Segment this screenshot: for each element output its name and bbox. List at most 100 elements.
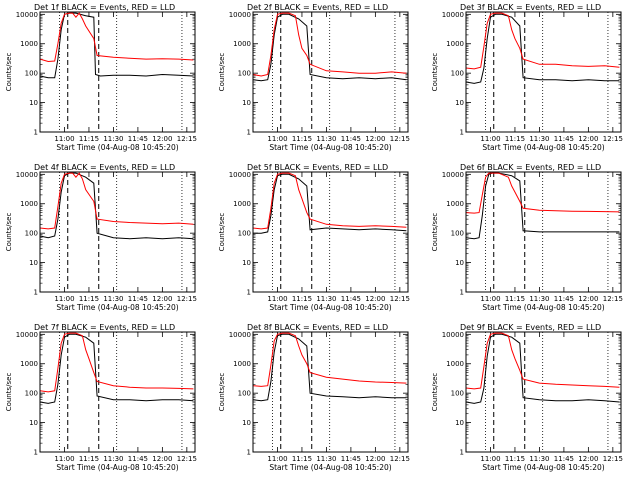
y-tick-label: 100 (451, 390, 464, 398)
x-tick-label: 12:00 (152, 295, 172, 303)
y-tick-label: 1000 (233, 200, 251, 208)
y-axis-label: Counts/sec (431, 213, 439, 252)
y-axis-label: Counts/sec (5, 213, 13, 252)
panel-5: Det 5f BLACK = Events, RED = LLD 1 10 100 10… (218, 163, 410, 312)
x-tick-label: 11:15 (79, 455, 99, 463)
x-tick-label: 11:00 (54, 295, 74, 303)
y-tick-label: 10000 (16, 331, 38, 339)
x-tick-label: 11:15 (292, 295, 312, 303)
panel-7: Det 7f BLACK = Events, RED = LLD 1 10 100 10… (5, 323, 197, 472)
y-tick-label: 10 (242, 419, 251, 427)
x-tick-label: 12:15 (603, 135, 623, 143)
x-tick-label: 12:15 (390, 455, 410, 463)
y-tick-label: 1000 (20, 40, 38, 48)
y-tick-label: 10000 (16, 171, 38, 179)
x-tick-label: 11:00 (480, 455, 500, 463)
panel-4: Det 4f BLACK = Events, RED = LLD 1 10 100 10… (5, 163, 197, 312)
x-axis-label: Start Time (04-Aug-08 10:45:20) (482, 143, 604, 152)
panel-title: Det 9f BLACK = Events, RED = LLD (460, 323, 601, 332)
x-tick-label: 11:15 (79, 135, 99, 143)
y-tick-label: 1000 (20, 200, 38, 208)
lld-series-line (465, 172, 620, 214)
x-tick-label: 11:30 (529, 295, 549, 303)
y-tick-label: 10000 (16, 11, 38, 19)
x-tick-label: 11:30 (529, 455, 549, 463)
events-series-line (253, 173, 407, 234)
y-tick-label: 100 (25, 390, 38, 398)
y-tick-label: 10 (455, 259, 464, 267)
panel-title: Det 5f BLACK = Events, RED = LLD (247, 163, 388, 172)
panel-title: Det 3f BLACK = Events, RED = LLD (460, 3, 601, 12)
x-tick-label: 11:00 (54, 135, 74, 143)
lld-series-line (39, 12, 194, 63)
y-tick-label: 100 (451, 70, 464, 78)
x-tick-label: 11:30 (316, 455, 336, 463)
x-tick-label: 12:00 (578, 295, 598, 303)
y-axis-label: Counts/sec (431, 373, 439, 412)
y-tick-label: 1 (247, 129, 251, 137)
lld-series-line (39, 172, 194, 230)
y-tick-label: 1 (460, 449, 464, 457)
x-tick-label: 12:00 (578, 455, 598, 463)
lld-series-line (252, 12, 407, 77)
plot-frame (252, 331, 409, 453)
panel-1: Det 1f BLACK = Events, RED = LLD 1 10 100 10… (5, 3, 197, 152)
panel-9: Det 9f BLACK = Events, RED = LLD 1 10 100 10… (431, 323, 623, 472)
panel-2: Det 2f BLACK = Events, RED = LLD 1 10 100 10… (218, 3, 410, 152)
lld-series-line (465, 332, 620, 390)
x-tick-label: 12:15 (177, 135, 197, 143)
x-tick-label: 11:45 (341, 135, 361, 143)
y-tick-label: 100 (25, 70, 38, 78)
plot-frame (465, 11, 622, 133)
y-tick-label: 100 (238, 230, 251, 238)
x-axis-label: Start Time (04-Aug-08 10:45:20) (56, 143, 178, 152)
plot-frame (252, 11, 409, 133)
x-tick-label: 11:45 (554, 455, 574, 463)
x-tick-label: 12:15 (390, 295, 410, 303)
y-tick-label: 1 (247, 289, 251, 297)
panel-title: Det 6f BLACK = Events, RED = LLD (460, 163, 601, 172)
y-tick-label: 1 (460, 129, 464, 137)
x-tick-label: 11:30 (103, 455, 123, 463)
x-tick-label: 11:00 (480, 135, 500, 143)
y-axis-label: Counts/sec (218, 373, 226, 412)
events-series-line (465, 172, 620, 240)
x-tick-label: 11:00 (480, 295, 500, 303)
y-axis-label: Counts/sec (431, 53, 439, 92)
panel-title: Det 7f BLACK = Events, RED = LLD (34, 323, 175, 332)
events-series-line (465, 13, 620, 84)
x-tick-label: 12:00 (152, 135, 172, 143)
y-tick-label: 10000 (229, 11, 251, 19)
y-tick-label: 10 (242, 99, 251, 107)
x-axis-label: Start Time (04-Aug-08 10:45:20) (269, 463, 391, 472)
x-tick-label: 11:45 (554, 135, 574, 143)
plot-frame (465, 331, 622, 453)
panel-8: Det 8f BLACK = Events, RED = LLD 1 10 100 10… (218, 323, 410, 472)
lld-series-line (39, 332, 194, 393)
events-series-line (252, 333, 407, 402)
y-tick-label: 1000 (446, 40, 464, 48)
lld-series-line (252, 332, 407, 387)
lld-series-line (465, 12, 620, 70)
x-tick-label: 12:00 (578, 135, 598, 143)
y-axis-label: Counts/sec (218, 213, 226, 252)
x-tick-label: 11:00 (267, 455, 287, 463)
y-tick-label: 10 (29, 419, 38, 427)
y-tick-label: 10 (29, 99, 38, 107)
panel-title: Det 2f BLACK = Events, RED = LLD (247, 3, 388, 12)
x-tick-label: 11:45 (128, 295, 148, 303)
y-tick-label: 1000 (233, 360, 251, 368)
x-tick-label: 11:45 (341, 455, 361, 463)
events-series-line (465, 333, 620, 404)
x-tick-label: 11:30 (316, 295, 336, 303)
x-tick-label: 11:30 (529, 135, 549, 143)
x-tick-label: 11:15 (505, 135, 525, 143)
x-tick-label: 12:00 (365, 295, 385, 303)
x-tick-label: 12:00 (365, 455, 385, 463)
y-tick-label: 10000 (229, 171, 251, 179)
x-tick-label: 12:00 (152, 455, 172, 463)
y-axis-label: Counts/sec (218, 53, 226, 92)
x-tick-label: 12:15 (390, 135, 410, 143)
y-tick-label: 100 (238, 390, 251, 398)
